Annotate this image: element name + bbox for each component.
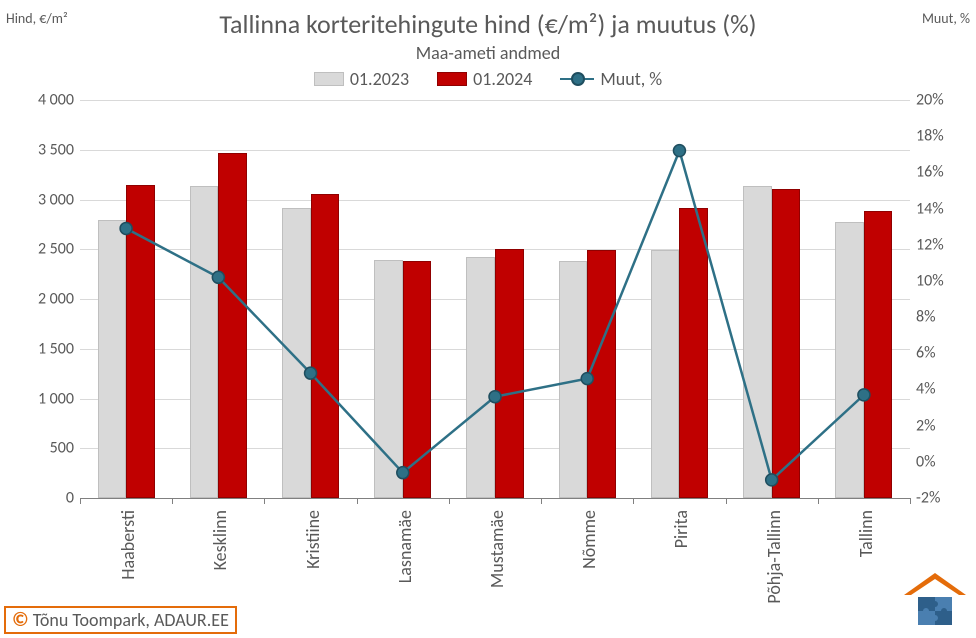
gridline bbox=[80, 150, 910, 151]
copyright-icon: © bbox=[12, 608, 29, 632]
x-tick bbox=[633, 498, 634, 504]
y1-tick-label: 2 500 bbox=[14, 240, 74, 259]
bar-series-a bbox=[651, 250, 680, 498]
bar-series-a bbox=[559, 261, 588, 498]
y1-tick-label: 1 000 bbox=[14, 389, 74, 408]
y1-tick-label: 500 bbox=[14, 439, 74, 458]
y2-tick-label: 4% bbox=[916, 380, 970, 399]
category-label: Nõmme bbox=[578, 510, 600, 569]
legend-swatch-line bbox=[560, 78, 594, 80]
y2-tick-label: 0% bbox=[916, 452, 970, 471]
bar-series-a bbox=[374, 260, 403, 498]
credit-text: Tõnu Toompark, ADAUR.EE bbox=[33, 609, 229, 631]
legend-label-b: 01.2024 bbox=[473, 68, 532, 90]
credit-box: © Tõnu Toompark, ADAUR.EE bbox=[4, 606, 237, 634]
bar-series-a bbox=[98, 220, 127, 498]
x-tick bbox=[357, 498, 358, 504]
bar-series-a bbox=[190, 186, 219, 498]
category-label: Kristiine bbox=[302, 510, 324, 569]
legend-item-series-a: 01.2023 bbox=[314, 68, 409, 90]
x-tick bbox=[910, 498, 911, 504]
y1-tick-label: 3 000 bbox=[14, 190, 74, 209]
legend-swatch-a bbox=[314, 72, 344, 86]
x-tick bbox=[726, 498, 727, 504]
x-tick bbox=[818, 498, 819, 504]
bar-series-b bbox=[311, 194, 340, 498]
logo bbox=[900, 571, 970, 632]
y1-tick-label: 0 bbox=[14, 489, 74, 508]
y2-tick-label: 2% bbox=[916, 416, 970, 435]
y1-tick-label: 3 500 bbox=[14, 140, 74, 159]
y1-tick-label: 1 500 bbox=[14, 339, 74, 358]
bar-series-a bbox=[743, 186, 772, 498]
y2-tick-label: 12% bbox=[916, 235, 970, 254]
logo-icon bbox=[900, 571, 970, 627]
category-label: Pirita bbox=[670, 510, 692, 548]
chart-container: Hind, €/m² Muut, % Tallinna korteritehin… bbox=[0, 0, 976, 638]
bar-series-b bbox=[587, 250, 616, 498]
bar-series-b bbox=[772, 189, 801, 498]
y2-tick-label: 16% bbox=[916, 163, 970, 182]
chart-title: Tallinna korteritehingute hind (€/m²) ja… bbox=[0, 8, 976, 40]
y2-tick-label: -2% bbox=[916, 489, 970, 508]
y1-tick-label: 4 000 bbox=[14, 91, 74, 110]
category-label: Lasnamäe bbox=[394, 510, 416, 583]
bar-series-a bbox=[835, 222, 864, 498]
bar-series-a bbox=[282, 208, 311, 498]
legend-label-line: Muut, % bbox=[600, 68, 662, 90]
x-tick bbox=[80, 498, 81, 504]
y2-tick-label: 20% bbox=[916, 91, 970, 110]
bar-series-a bbox=[466, 257, 495, 498]
bar-series-b bbox=[403, 261, 432, 498]
category-label: Haabersti bbox=[117, 510, 139, 580]
bar-series-b bbox=[679, 208, 708, 498]
y1-tick-label: 2 000 bbox=[14, 290, 74, 309]
x-tick bbox=[172, 498, 173, 504]
legend-swatch-b bbox=[437, 72, 467, 86]
bar-series-b bbox=[126, 185, 155, 498]
y2-tick-label: 6% bbox=[916, 344, 970, 363]
legend-item-line: Muut, % bbox=[560, 68, 662, 90]
category-label: Põhja-Tallinn bbox=[763, 510, 785, 604]
y2-tick-label: 18% bbox=[916, 127, 970, 146]
x-axis-line bbox=[80, 498, 910, 499]
gridline bbox=[80, 100, 910, 101]
legend: 01.2023 01.2024 Muut, % bbox=[0, 68, 976, 90]
bar-series-b bbox=[864, 211, 893, 498]
category-label: Mustamäe bbox=[486, 510, 508, 588]
bar-series-b bbox=[218, 153, 247, 498]
y2-tick-label: 14% bbox=[916, 199, 970, 218]
legend-label-a: 01.2023 bbox=[350, 68, 409, 90]
legend-item-series-b: 01.2024 bbox=[437, 68, 532, 90]
x-tick bbox=[264, 498, 265, 504]
plot-area bbox=[80, 100, 910, 498]
y2-tick-label: 10% bbox=[916, 271, 970, 290]
x-tick bbox=[449, 498, 450, 504]
category-label: Kesklinn bbox=[209, 510, 231, 570]
y2-tick-label: 8% bbox=[916, 308, 970, 327]
chart-subtitle: Maa-ameti andmed bbox=[0, 42, 976, 64]
category-label: Tallinn bbox=[855, 510, 877, 557]
bar-series-b bbox=[495, 249, 524, 498]
x-tick bbox=[541, 498, 542, 504]
